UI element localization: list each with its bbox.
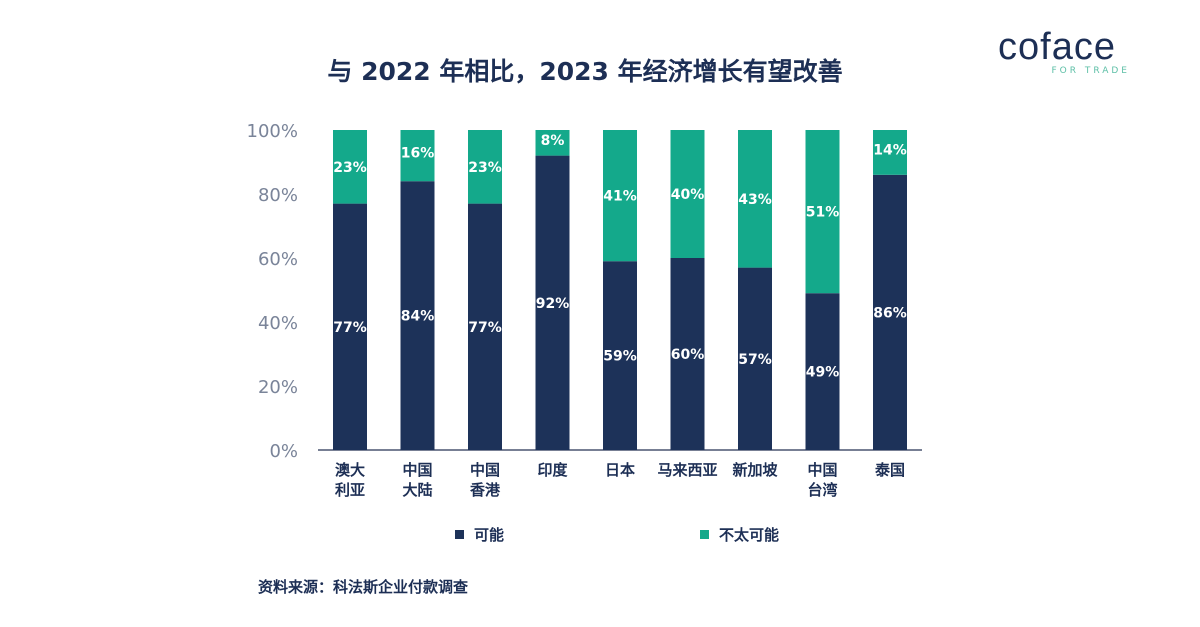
bar-segment xyxy=(400,130,435,182)
bar-segment xyxy=(738,130,772,268)
logo-main: coface xyxy=(998,26,1116,68)
y-tick-label: 60% xyxy=(258,249,298,270)
legend-label: 不太可能 xyxy=(719,526,779,544)
data-label: 92% xyxy=(536,296,570,312)
x-tick-label: 台湾 xyxy=(807,481,837,499)
data-label: 59% xyxy=(603,349,637,365)
coface-logo: coface FOR TRADE xyxy=(982,28,1132,76)
bar-segment xyxy=(670,130,705,258)
data-label: 16% xyxy=(401,146,435,162)
x-tick-label: 日本 xyxy=(605,461,635,479)
data-label: 40% xyxy=(671,187,705,203)
y-tick-label: 100% xyxy=(247,121,298,142)
y-tick-label: 40% xyxy=(258,313,298,334)
y-tick-label: 0% xyxy=(269,441,298,462)
data-label: 84% xyxy=(401,309,435,325)
x-tick-label: 澳大 xyxy=(335,461,365,479)
bar-segment xyxy=(670,258,705,450)
data-label: 60% xyxy=(671,347,705,363)
bar-segment xyxy=(535,130,570,156)
x-tick-label: 利亚 xyxy=(335,481,365,499)
x-tick-label: 印度 xyxy=(537,461,568,479)
x-tick-label: 马来西亚 xyxy=(657,461,717,479)
logo-sub: FOR TRADE xyxy=(1051,66,1130,76)
x-tick-label: 泰国 xyxy=(874,461,905,479)
data-label: 43% xyxy=(738,192,772,208)
data-label: 57% xyxy=(738,352,772,368)
bar-segment xyxy=(603,130,637,262)
x-tick-label: 大陆 xyxy=(402,481,432,499)
x-tick-label: 香港 xyxy=(470,481,501,499)
bar-segment xyxy=(400,181,435,450)
data-label: 23% xyxy=(468,160,502,176)
bar-segment xyxy=(805,130,840,294)
bar-segment xyxy=(603,261,637,450)
bar-segment xyxy=(333,203,367,450)
data-label: 23% xyxy=(333,160,367,176)
data-label: 51% xyxy=(806,205,840,221)
bar-segment xyxy=(535,155,570,450)
data-label: 14% xyxy=(873,142,907,158)
data-label: 49% xyxy=(806,365,840,381)
data-label: 77% xyxy=(468,320,502,336)
bar-segment xyxy=(873,130,907,175)
legend-swatch xyxy=(700,530,709,539)
x-tick-label: 中国 xyxy=(470,461,500,479)
x-tick-label: 新加坡 xyxy=(732,461,777,479)
data-label: 41% xyxy=(603,189,637,205)
data-label: 77% xyxy=(333,320,367,336)
data-label: 86% xyxy=(873,305,907,321)
y-tick-label: 20% xyxy=(258,377,298,398)
x-tick-label: 中国 xyxy=(402,461,432,479)
data-label: 8% xyxy=(541,133,565,149)
bar-segment xyxy=(873,174,907,451)
legend-label: 可能 xyxy=(474,526,504,544)
y-tick-label: 80% xyxy=(258,185,298,206)
bar-segment xyxy=(468,203,502,450)
chart-title: 与 2022 年相比，2023 年经济增长有望改善 xyxy=(327,57,843,86)
legend-swatch xyxy=(455,530,464,539)
x-tick-label: 中国 xyxy=(807,461,837,479)
source-note: 资料来源：科法斯企业付款调查 xyxy=(258,578,469,596)
bar-segment xyxy=(468,130,502,204)
bar-segment xyxy=(738,267,772,450)
bar-segment xyxy=(333,130,367,204)
bar-segment xyxy=(805,293,840,450)
